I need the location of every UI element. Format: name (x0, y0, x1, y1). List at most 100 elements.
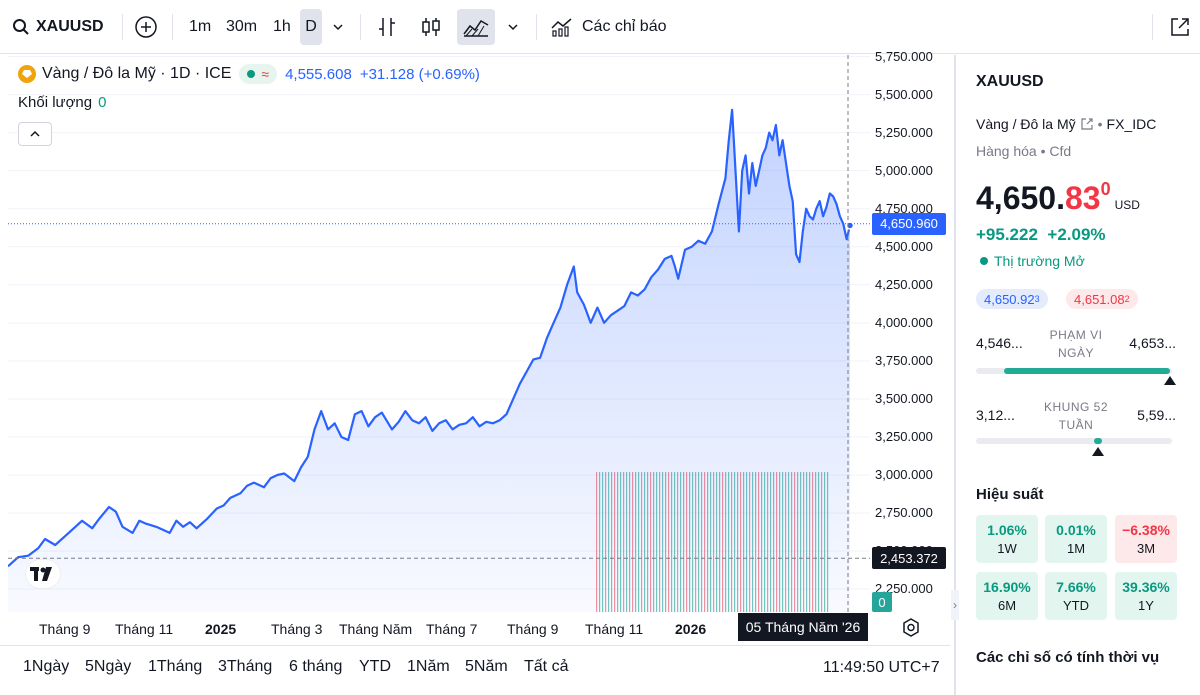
volume-label: Khối lượng (18, 94, 93, 111)
candles-style-button[interactable] (420, 9, 442, 45)
timeframe-dropdown[interactable] (332, 9, 344, 45)
panel-resize-handle[interactable]: › (951, 590, 959, 620)
date-range-bar: 1Ngày 5Ngày 1Tháng 3Tháng 6 tháng YTD 1N… (0, 645, 950, 695)
performance-card-3m[interactable]: −6.38% 3M (1115, 515, 1177, 563)
ask-sup: 2 (1124, 294, 1130, 304)
timeframe-1m[interactable]: 1m (189, 18, 212, 35)
week52-range-bar (976, 438, 1172, 444)
y-axis-tick-label: 5,000.000 (875, 162, 933, 178)
x-axis-tick-label: Tháng 11 (115, 621, 174, 637)
day-range-caption-1: PHẠM VI (1049, 328, 1103, 342)
x-axis-tick-label: Tháng 11 (585, 621, 644, 637)
panel-category: Hàng hóa • Cfd (976, 143, 1072, 159)
chart-style-dropdown[interactable] (507, 9, 519, 45)
current-price-label: 4,650.960 (872, 212, 946, 235)
settings-icon (903, 618, 919, 637)
day-range-bar (976, 368, 1172, 374)
area-fill (8, 109, 850, 613)
indicators-icon (551, 18, 572, 37)
volume-scale-label: 0 (872, 592, 892, 612)
performance-value: 16.90% (983, 579, 1031, 595)
timeframe-30m[interactable]: 30m (226, 18, 258, 35)
chevron-down-icon (333, 24, 343, 31)
x-axis-tick-label: Tháng 9 (507, 621, 559, 637)
price-superscript: 0 (1100, 179, 1111, 199)
week52-range: 3,12... KHUNG 52 TUẦN 5,59... (976, 400, 1176, 445)
range-1y[interactable]: 1Năm (407, 658, 450, 675)
bar-style-button[interactable] (376, 9, 398, 45)
y-axis-tick-label: 3,750.000 (875, 352, 933, 368)
add-circle-icon (135, 16, 157, 38)
range-5d[interactable]: 5Ngày (85, 658, 132, 675)
range-1m[interactable]: 1Tháng (148, 658, 203, 675)
panel-description-text[interactable]: Vàng / Đô la Mỹ (976, 116, 1076, 132)
performance-title[interactable]: Hiệu suất (976, 486, 1044, 503)
change-value: +95.222 (976, 225, 1038, 244)
external-link-icon[interactable] (1080, 117, 1094, 131)
market-open-dot-icon (980, 257, 988, 265)
range-5y[interactable]: 5Năm (465, 658, 508, 675)
area-style-button[interactable] (457, 9, 495, 45)
range-1d[interactable]: 1Ngày (23, 658, 70, 675)
range-3m[interactable]: 3Tháng (218, 658, 273, 675)
volume-value: 0 (98, 94, 107, 111)
x-axis-tick-label: 2025 (205, 621, 237, 637)
market-status[interactable]: Thị trường Mở (980, 253, 1085, 269)
performance-card-1y[interactable]: 39.36% 1Y (1115, 572, 1177, 620)
market-status-pill[interactable]: ≈ (239, 64, 278, 84)
panel-change: +95.222 +2.09% (976, 225, 1106, 245)
tradingview-logo[interactable] (26, 560, 60, 588)
open-external-button[interactable] (1168, 9, 1192, 45)
performance-card-ytd[interactable]: 7.66% YTD (1045, 572, 1107, 620)
bars-icon (379, 18, 395, 36)
performance-period: YTD (1063, 598, 1089, 613)
symbol-name: XAUUSD (36, 18, 104, 35)
compare-symbol-button[interactable] (134, 9, 158, 45)
day-range-caption: PHẠM VI NGÀY (1036, 326, 1116, 362)
day-range-caption-2: NGÀY (1057, 346, 1094, 360)
panel-category-text: Hàng hóa (976, 143, 1037, 159)
indicators-button[interactable]: Các chỉ báo (550, 9, 667, 45)
delayed-data-icon: ≈ (261, 66, 270, 82)
timeframe-d[interactable]: D (300, 9, 322, 45)
collapse-legend-button[interactable] (18, 122, 52, 146)
panel-exchange[interactable]: FX_IDC (1106, 116, 1157, 132)
x-axis-tick-label: Tháng 3 (271, 621, 323, 637)
chart-legend: Vàng / Đô la Mỹ · 1D · ICE ≈ 4,555.608 +… (18, 64, 480, 84)
performance-value: 39.36% (1122, 579, 1170, 595)
week52-caption-1: KHUNG 52 (1043, 400, 1109, 414)
external-link-icon (1171, 18, 1189, 36)
performance-card-1m[interactable]: 0.01% 1M (1045, 515, 1107, 563)
x-axis-tick-label: Tháng 7 (426, 621, 478, 637)
legend-description: Vàng / Đô la Mỹ · 1D · ICE (42, 65, 232, 82)
symbol-search-button[interactable]: XAUUSD (12, 9, 104, 45)
candles-icon (422, 18, 440, 36)
timeframe-1h[interactable]: 1h (273, 18, 291, 35)
week52-range-caption: KHUNG 52 TUẦN (1036, 398, 1116, 434)
panel-symbol-description: Vàng / Đô la Mỹ • FX_IDC (976, 116, 1156, 132)
bid-sup: 3 (1034, 294, 1040, 304)
day-range-low: 4,546... (976, 335, 1023, 351)
range-6m[interactable]: 6 tháng (289, 658, 343, 675)
week52-range-high: 5,59... (1137, 407, 1176, 423)
x-axis-tick-label: Tháng Năm (339, 621, 413, 637)
performance-card-1w[interactable]: 1.06% 1W (976, 515, 1038, 563)
performance-card-6m[interactable]: 16.90% 6M (976, 572, 1038, 620)
performance-value: 7.66% (1056, 579, 1096, 595)
area-chart-icon (463, 20, 489, 37)
search-icon (13, 19, 29, 35)
tradingview-logo-icon (30, 567, 52, 581)
legend-change: +31.128 (+0.69%) (359, 65, 480, 83)
legend-last-price: 4,555.608 (285, 65, 352, 83)
performance-value: 1.06% (987, 522, 1027, 538)
range-ytd[interactable]: YTD (359, 658, 391, 675)
week52-range-bar-fill (1093, 438, 1102, 444)
chart-settings-button[interactable] (900, 617, 922, 639)
range-all[interactable]: Tất cả (524, 658, 569, 675)
chevron-right-icon: › (953, 598, 957, 612)
clock-timezone-button[interactable]: 11:49:50 UTC+7 (823, 659, 940, 676)
price-chart[interactable] (8, 55, 948, 645)
price-currency: USD (1114, 198, 1140, 212)
seasonals-title[interactable]: Các chỉ số có tính thời vụ (976, 649, 1160, 666)
symbol-details-panel: XAUUSD Vàng / Đô la Mỹ • FX_IDC Hàng hóa… (958, 55, 1200, 695)
